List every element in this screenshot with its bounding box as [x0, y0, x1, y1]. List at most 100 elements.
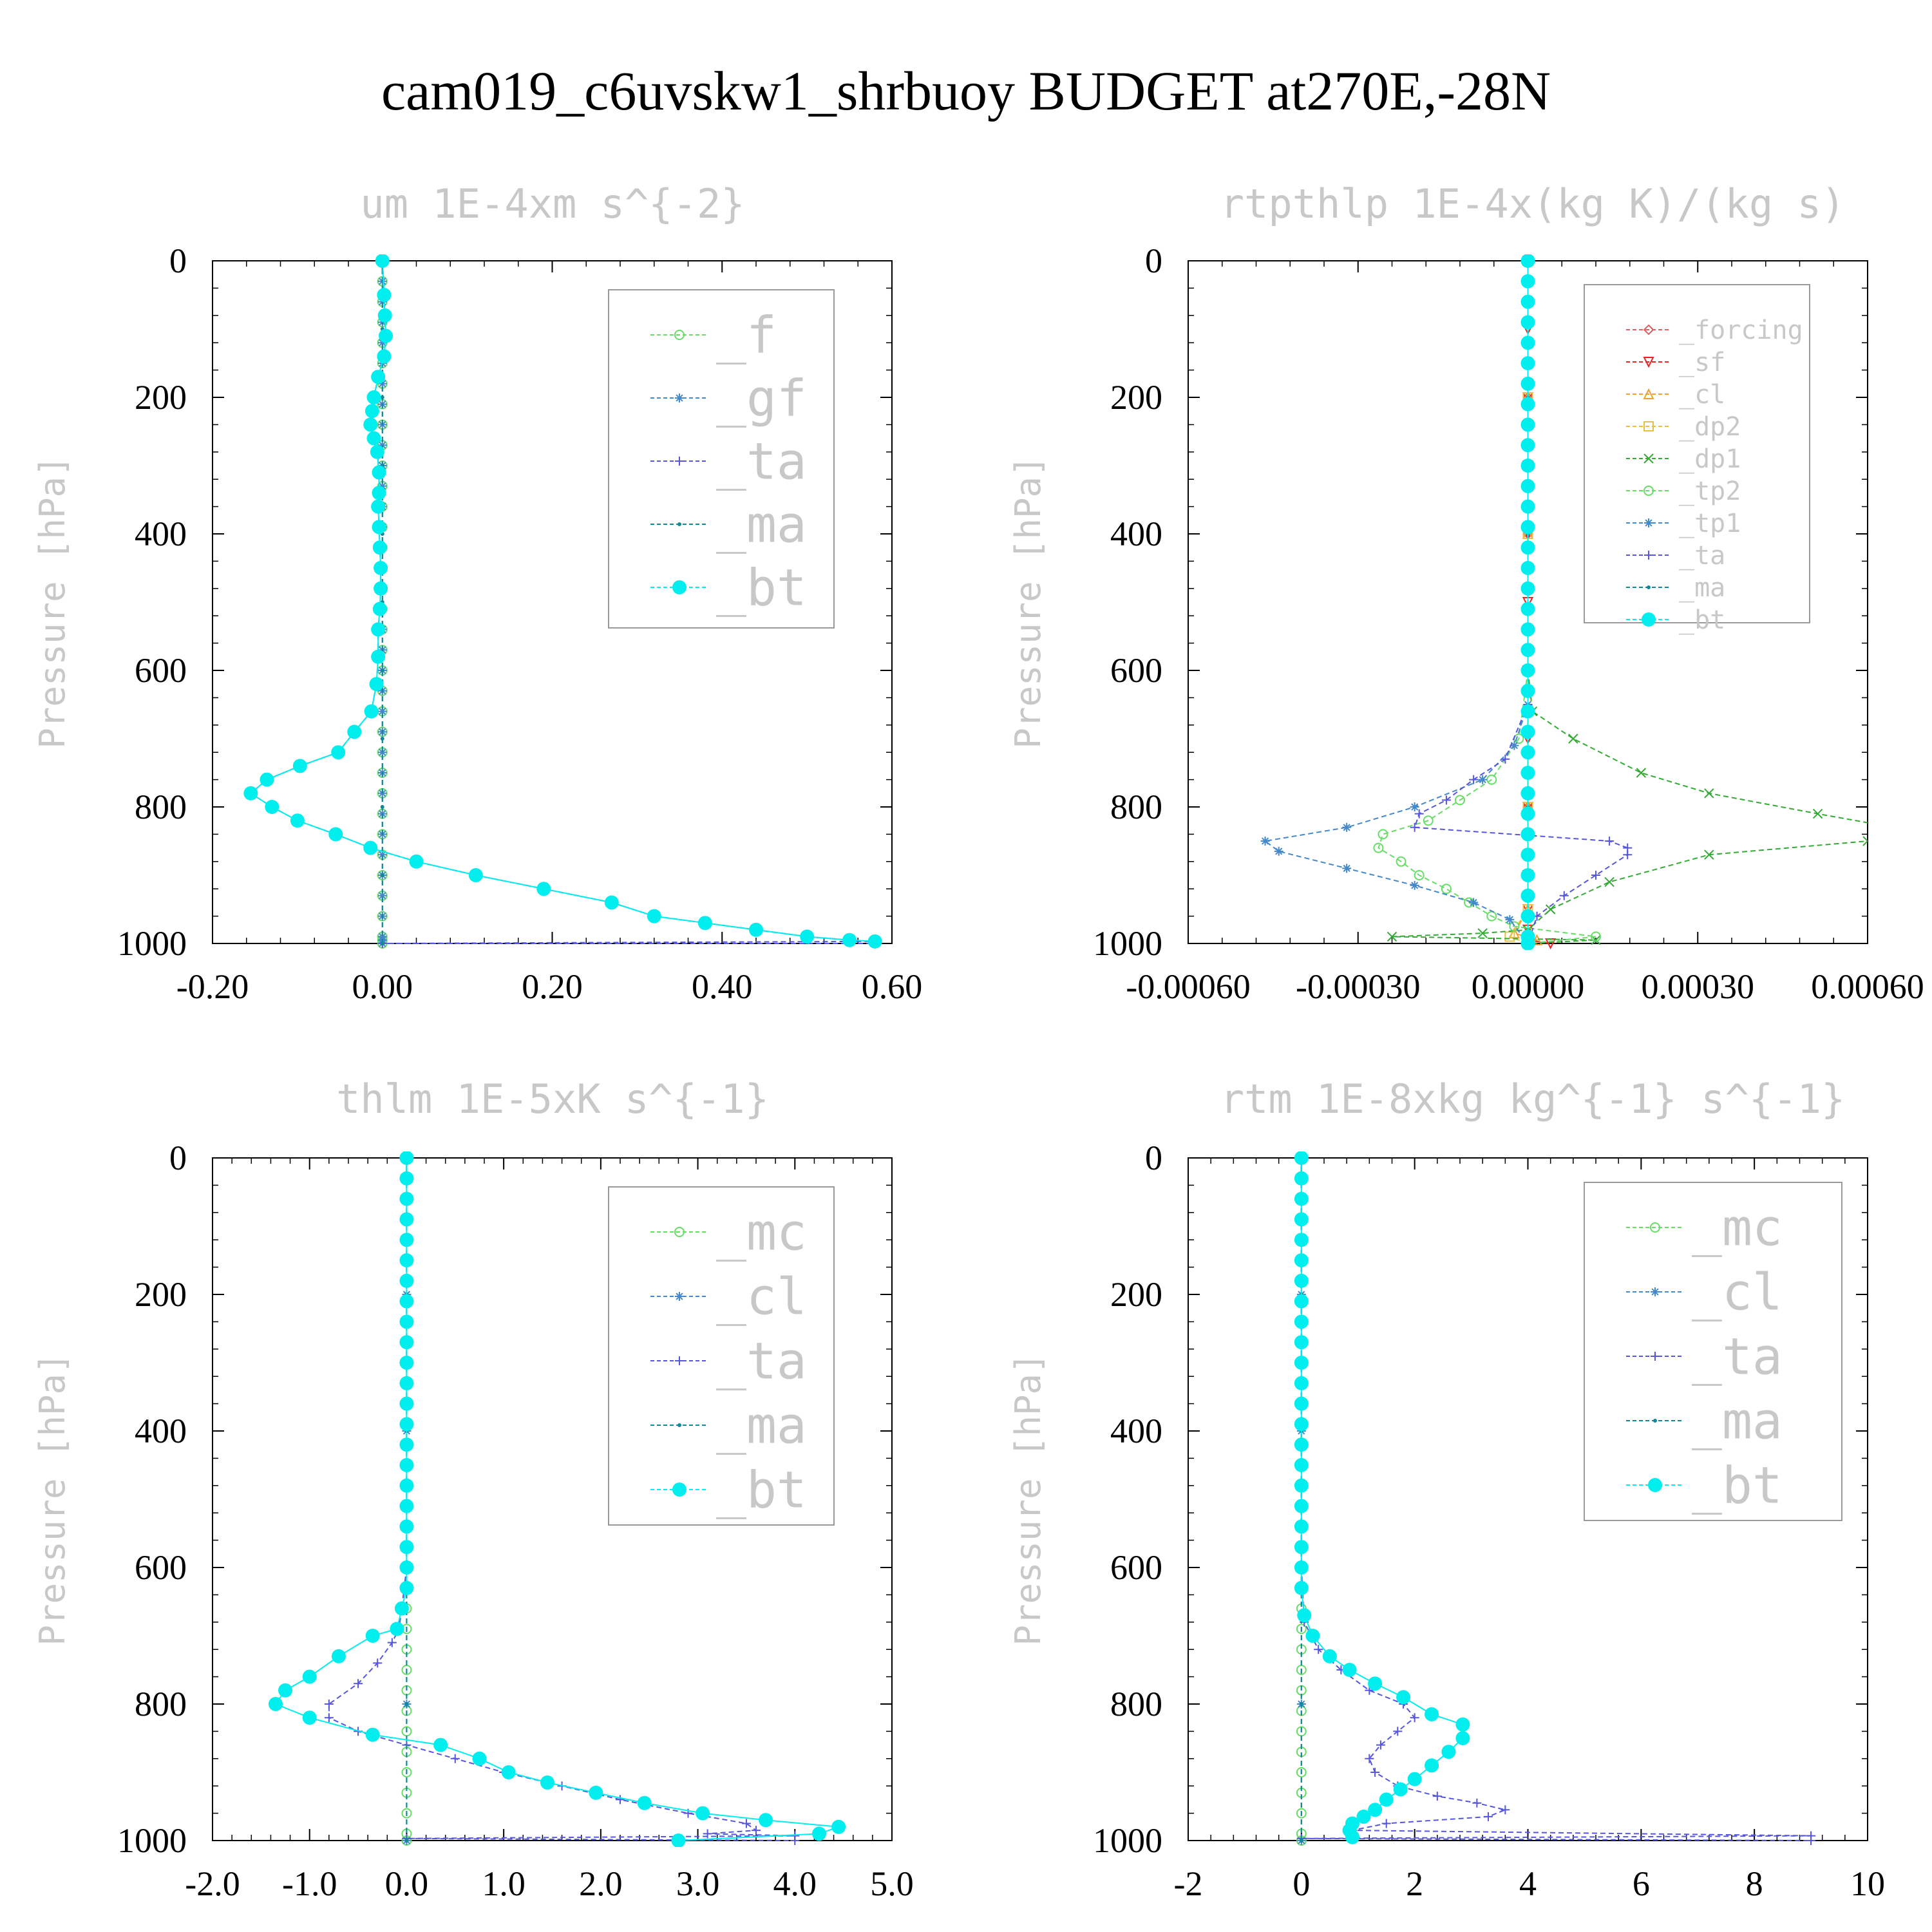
series-bt-point	[369, 677, 384, 692]
series-bt-point	[468, 868, 483, 882]
legend-marker	[672, 580, 687, 594]
series-ta-point	[703, 1829, 712, 1839]
series-mc-point	[1296, 1624, 1307, 1634]
legend-marker	[1643, 486, 1654, 496]
chart-panels: um 1E-4xm s^{-2}Pressure [hPa]-0.20 0.00 0…	[32, 180, 1924, 1903]
series-dp1-point	[1545, 904, 1556, 914]
series-bt-point	[363, 840, 378, 855]
legend-label: _mc	[716, 1204, 807, 1262]
y-tick-label: 600	[135, 651, 187, 690]
series-ta-point	[616, 1795, 625, 1804]
plot-frame	[212, 1157, 893, 1841]
series-dp1-line	[1392, 261, 1868, 944]
series-tp2-point	[1414, 870, 1425, 880]
series-bt-point	[1520, 540, 1535, 555]
series-bt-point	[1294, 1171, 1309, 1186]
series-tp1-point	[1505, 914, 1515, 924]
figure-title: cam019_c6uvskw1_shrbuoy BUDGET at270E,-2…	[381, 60, 1551, 122]
legend-label: _ma	[716, 496, 807, 554]
series-layer	[1294, 1151, 1816, 1846]
series-bt-point	[372, 465, 386, 480]
series-gf-point	[377, 850, 387, 860]
series-bt-point	[1441, 1745, 1456, 1759]
y-axis-label: Pressure [hPa]	[1008, 455, 1048, 748]
series-bt-point	[1356, 1809, 1371, 1824]
x-tick-label: 6	[1633, 1864, 1650, 1903]
x-tick-label: 0.20	[522, 967, 583, 1006]
series-bt-point	[1520, 683, 1535, 698]
series-bt-point	[1407, 1772, 1422, 1786]
x-tick-label: 10	[1850, 1864, 1885, 1903]
series-bt-point	[374, 581, 388, 596]
series-ta-point	[1806, 1836, 1816, 1845]
series-ta-point	[324, 1713, 334, 1723]
series-bt-point	[1294, 1560, 1309, 1575]
series-bt-line	[1300, 1158, 1464, 1838]
y-tick-label: 1000	[117, 1821, 187, 1860]
series-bt-point	[1294, 1417, 1309, 1432]
series-bt-point	[1520, 356, 1535, 370]
series-bt-point	[1520, 643, 1535, 658]
series-ta-point	[1472, 1798, 1482, 1808]
legend-box	[608, 1186, 835, 1526]
series-bt-point	[399, 1273, 414, 1288]
series-ta-point	[1376, 1740, 1385, 1750]
series-ma-point	[380, 873, 384, 877]
series-bt-point	[399, 1458, 414, 1472]
series-bt-point	[867, 934, 882, 949]
x-tick-label: 0.60	[862, 967, 923, 1006]
series-bt-point	[1520, 936, 1535, 950]
series-bt-point	[1294, 1580, 1309, 1595]
series-tp1-point	[1342, 822, 1352, 832]
panel-title: rtm 1E-8xkg kg^{-1} s^{-1}	[1220, 1075, 1846, 1122]
series-bt-point	[399, 1294, 414, 1309]
series-bt-point	[331, 1649, 346, 1663]
y-tick-label: 1000	[117, 924, 187, 963]
series-ta-point	[1432, 1792, 1442, 1801]
series-bt-point	[1520, 909, 1535, 923]
y-axis-label: Pressure [hPa]	[32, 455, 73, 748]
series-bt-point	[1520, 294, 1535, 309]
series-bt-point	[1520, 745, 1535, 760]
x-tick-label: 4	[1519, 1864, 1537, 1903]
chart-panel-4: rtm 1E-8xkg kg^{-1} s^{-1} Pressure [hPa]…	[1008, 1075, 1885, 1903]
series-bt-point	[1294, 1437, 1309, 1452]
series-bt-point	[1520, 827, 1535, 842]
series-bt-point	[1520, 888, 1535, 903]
series-mc-point	[401, 1767, 412, 1777]
legend-label: _ta	[1679, 541, 1725, 571]
x-tick-label: 3.0	[676, 1864, 720, 1903]
legend: _forcing _sf _cl_dp2_dp1 _tp2 _tp1 _ta_ma_bt	[1584, 284, 1810, 635]
series-ma-point	[380, 395, 384, 399]
series-bt-point	[364, 704, 379, 719]
series-tp1-point	[1478, 775, 1488, 784]
x-tick-label: 0.00	[352, 967, 413, 1006]
series-gf-point	[377, 706, 387, 716]
series-ma-point	[380, 668, 384, 672]
legend-marker	[1643, 421, 1654, 431]
series-bt-point	[1520, 520, 1535, 535]
series-gf-point	[377, 891, 387, 900]
series-bt-point	[1520, 417, 1535, 432]
legend-label: _sf	[1679, 348, 1725, 377]
series-ta-point	[387, 1638, 397, 1647]
series-dp1-point	[1908, 826, 1917, 835]
series-dp1-point	[1704, 788, 1714, 799]
legend-marker	[675, 1292, 684, 1301]
series-ta-point	[790, 1836, 800, 1845]
series-bt-point	[1294, 1376, 1309, 1390]
x-tick-label: -0.00030	[1296, 967, 1420, 1006]
series-bt-point	[637, 1795, 652, 1810]
series-bt-point	[501, 1765, 516, 1779]
series-ta-point	[1591, 871, 1600, 880]
series-bt-point	[365, 1727, 380, 1742]
legend-marker	[674, 1227, 685, 1237]
series-bt-point	[372, 486, 386, 500]
x-tick-label: -0.20	[176, 967, 249, 1006]
series-ta-point	[752, 1826, 761, 1835]
legend-marker	[1651, 1287, 1660, 1296]
series-bt-point	[1520, 499, 1535, 514]
y-tick-label: 400	[135, 515, 187, 553]
series-bt-point	[399, 1560, 414, 1575]
